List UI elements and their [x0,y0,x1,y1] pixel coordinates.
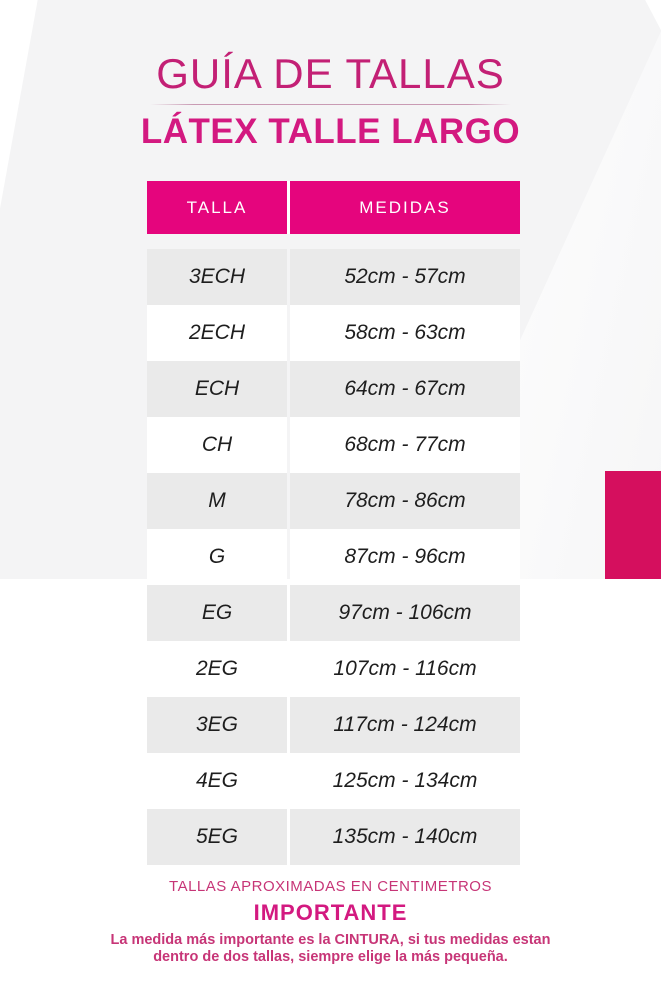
size-table: TALLA MEDIDAS 3ECH 52cm - 57cm 2ECH 58cm… [147,181,520,865]
table-row: 2EG 107cm - 116cm [147,641,520,697]
size-cell: 3EG [147,697,287,753]
page-title: GUÍA DE TALLAS [156,50,505,97]
size-cell: ECH [147,361,287,417]
disclaimer-line-2: dentro de dos tallas, siempre elige la m… [153,949,508,966]
size-cell: CH [147,417,287,473]
important-label: IMPORTANTE [253,900,408,925]
table-row: G 87cm - 96cm [147,529,520,585]
pink-accent-rectangle [605,471,661,579]
disclaimer-line-1: La medida más importante es la CINTURA, … [110,932,551,948]
table-header-row: TALLA MEDIDAS [147,181,520,234]
measure-cell: 97cm - 106cm [290,585,520,641]
table-row: 3ECH 52cm - 57cm [147,249,520,305]
column-divider [287,181,290,234]
size-cell: 3ECH [147,249,287,305]
measure-cell: 125cm - 134cm [290,753,520,809]
table-row: ECH 64cm - 67cm [147,361,520,417]
measure-cell: 64cm - 67cm [290,361,520,417]
size-cell: EG [147,585,287,641]
measure-cell: 52cm - 57cm [290,249,520,305]
approximation-note: TALLAS APROXIMADAS EN CENTIMETROS [169,878,492,895]
table-row: EG 97cm - 106cm [147,585,520,641]
table-row: M 78cm - 86cm [147,473,520,529]
measure-cell: 135cm - 140cm [290,809,520,865]
measure-cell: 87cm - 96cm [290,529,520,585]
measure-cell: 68cm - 77cm [290,417,520,473]
table-row: CH 68cm - 77cm [147,417,520,473]
table-row: 5EG 135cm - 140cm [147,809,520,865]
size-cell: 2ECH [147,305,287,361]
table-row: 3EG 117cm - 124cm [147,697,520,753]
measure-cell: 117cm - 124cm [290,697,520,753]
measure-cell: 78cm - 86cm [290,473,520,529]
page-subtitle: LÁTEX TALLE LARGO [140,112,521,151]
table-row: 4EG 125cm - 134cm [147,753,520,809]
header-talla: TALLA [186,197,248,217]
title-divider-line [150,104,511,105]
size-cell: G [147,529,287,585]
table-row: 2ECH 58cm - 63cm [147,305,520,361]
measure-cell: 107cm - 116cm [290,641,520,697]
disclaimer-text: La medida más importante es la CINTURA, … [0,932,661,967]
header-medidas: MEDIDAS [359,197,451,217]
size-cell: 2EG [147,641,287,697]
size-cell: M [147,473,287,529]
measure-cell: 58cm - 63cm [290,305,520,361]
size-cell: 5EG [147,809,287,865]
size-table-body: 3ECH 52cm - 57cm 2ECH 58cm - 63cm ECH 64… [147,249,520,865]
size-cell: 4EG [147,753,287,809]
